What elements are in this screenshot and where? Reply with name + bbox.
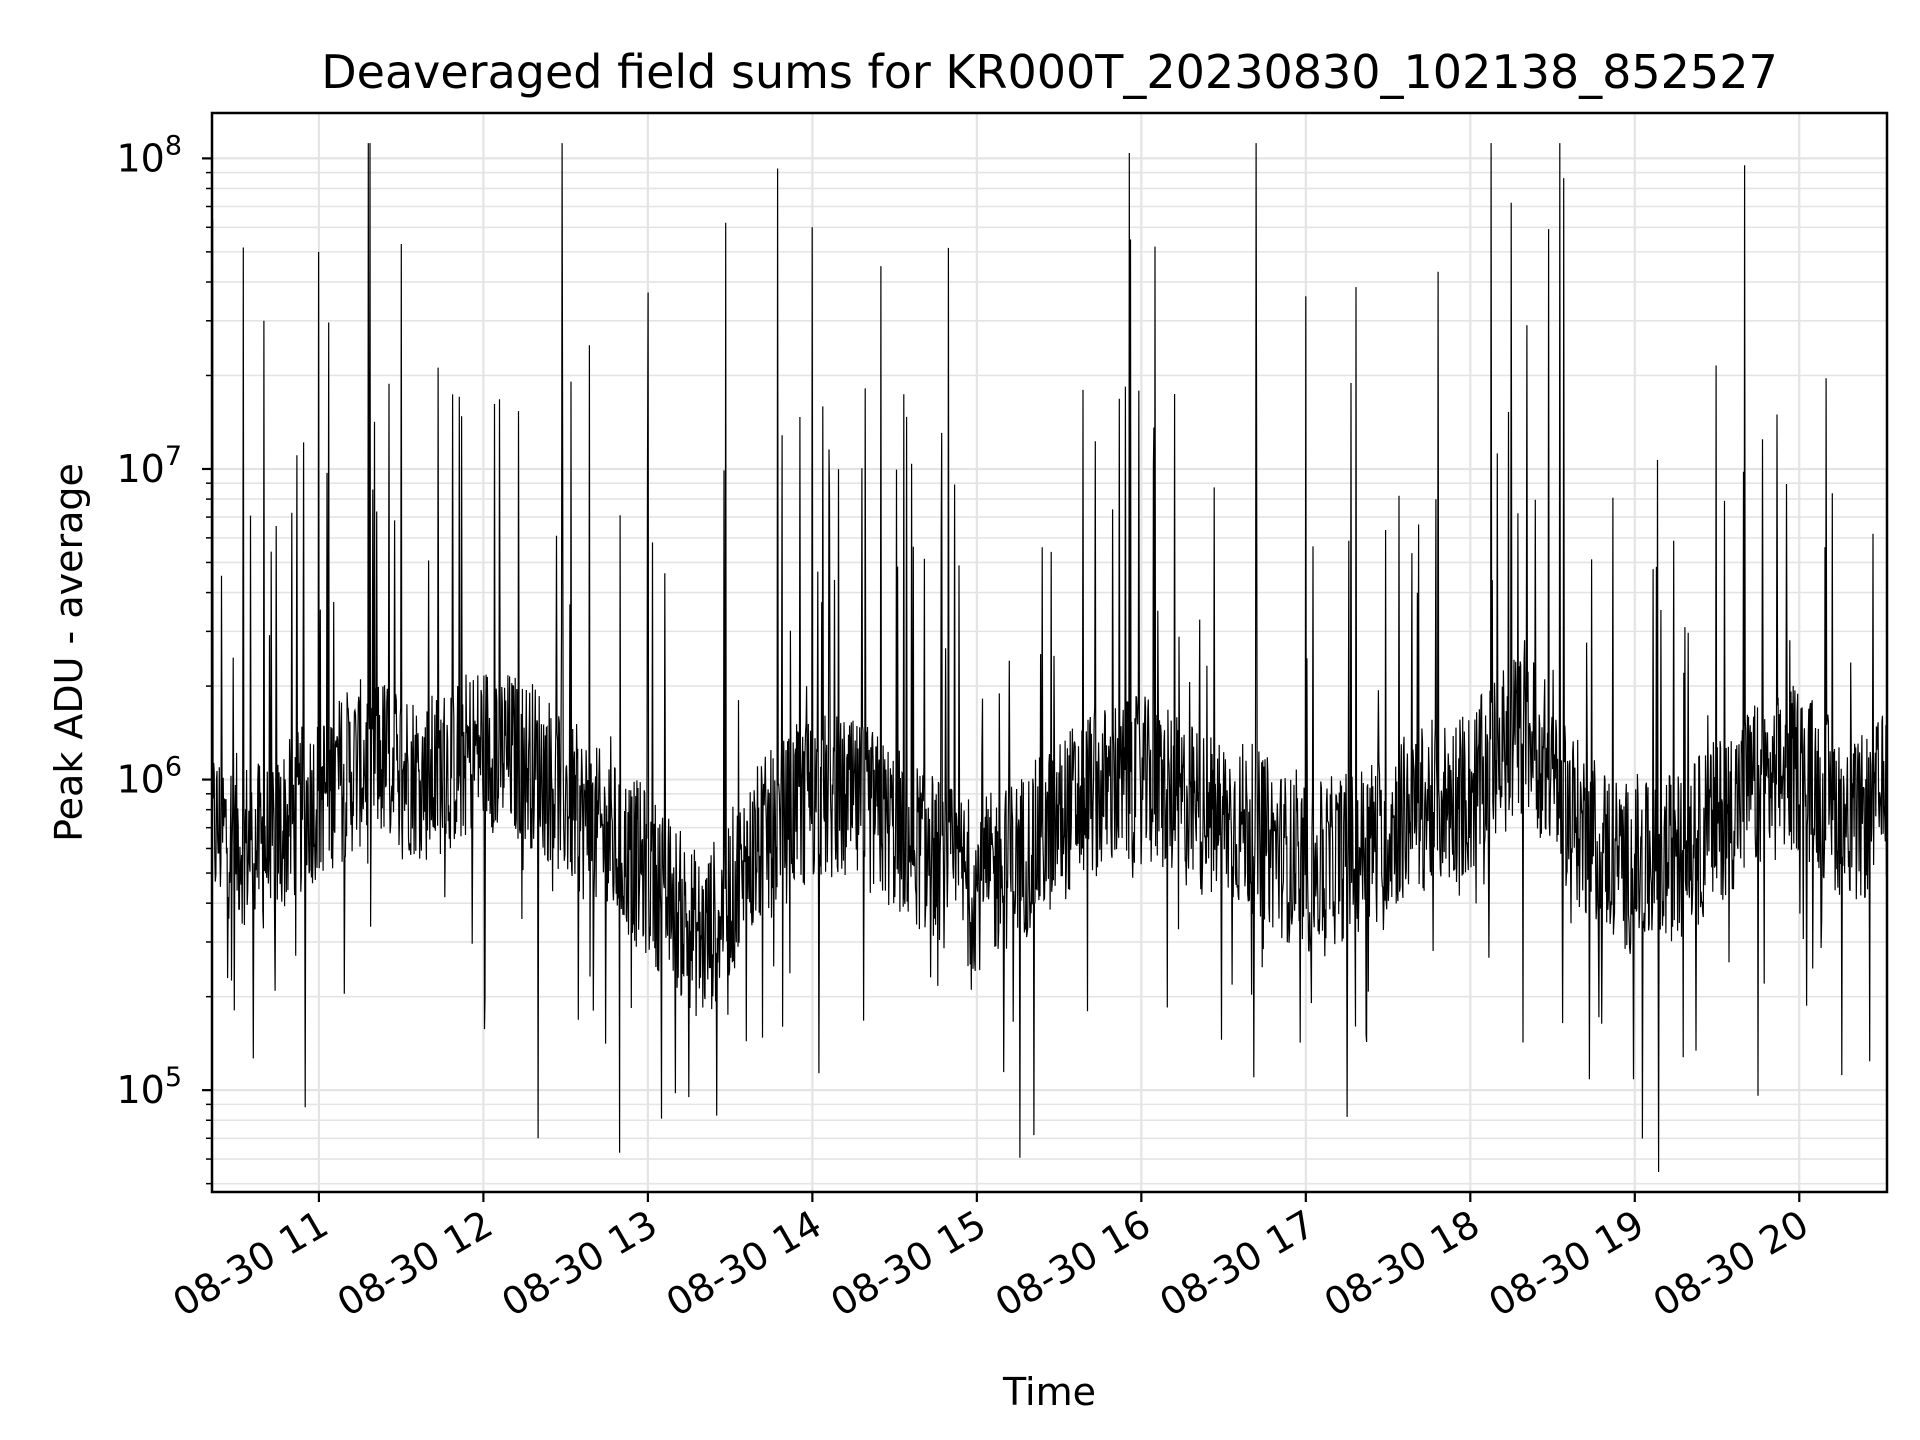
x-axis-label: Time: [1002, 1370, 1096, 1414]
y-tick-base: 10: [116, 758, 164, 802]
series-path: [211, 143, 1888, 1173]
y-tick-label: 106: [116, 752, 182, 802]
y-tick-label: 107: [116, 441, 182, 491]
y-tick-base: 10: [116, 447, 164, 491]
y-tick-label: 108: [116, 130, 182, 180]
y-axis-label: Peak ADU - average: [47, 463, 91, 842]
y-tick-label: 105: [116, 1062, 182, 1112]
plot-frame: [210, 111, 1889, 1194]
chart-title: Deaveraged field sums for KR000T_2023083…: [321, 45, 1777, 99]
y-tick-base: 10: [116, 1068, 164, 1112]
series-line: [211, 143, 1888, 1173]
y-tick-base: 10: [116, 136, 164, 180]
y-tick-exponent: 7: [165, 441, 182, 472]
y-tick-exponent: 5: [165, 1062, 182, 1093]
y-tick-exponent: 6: [165, 752, 182, 783]
y-tick-exponent: 8: [165, 130, 182, 161]
